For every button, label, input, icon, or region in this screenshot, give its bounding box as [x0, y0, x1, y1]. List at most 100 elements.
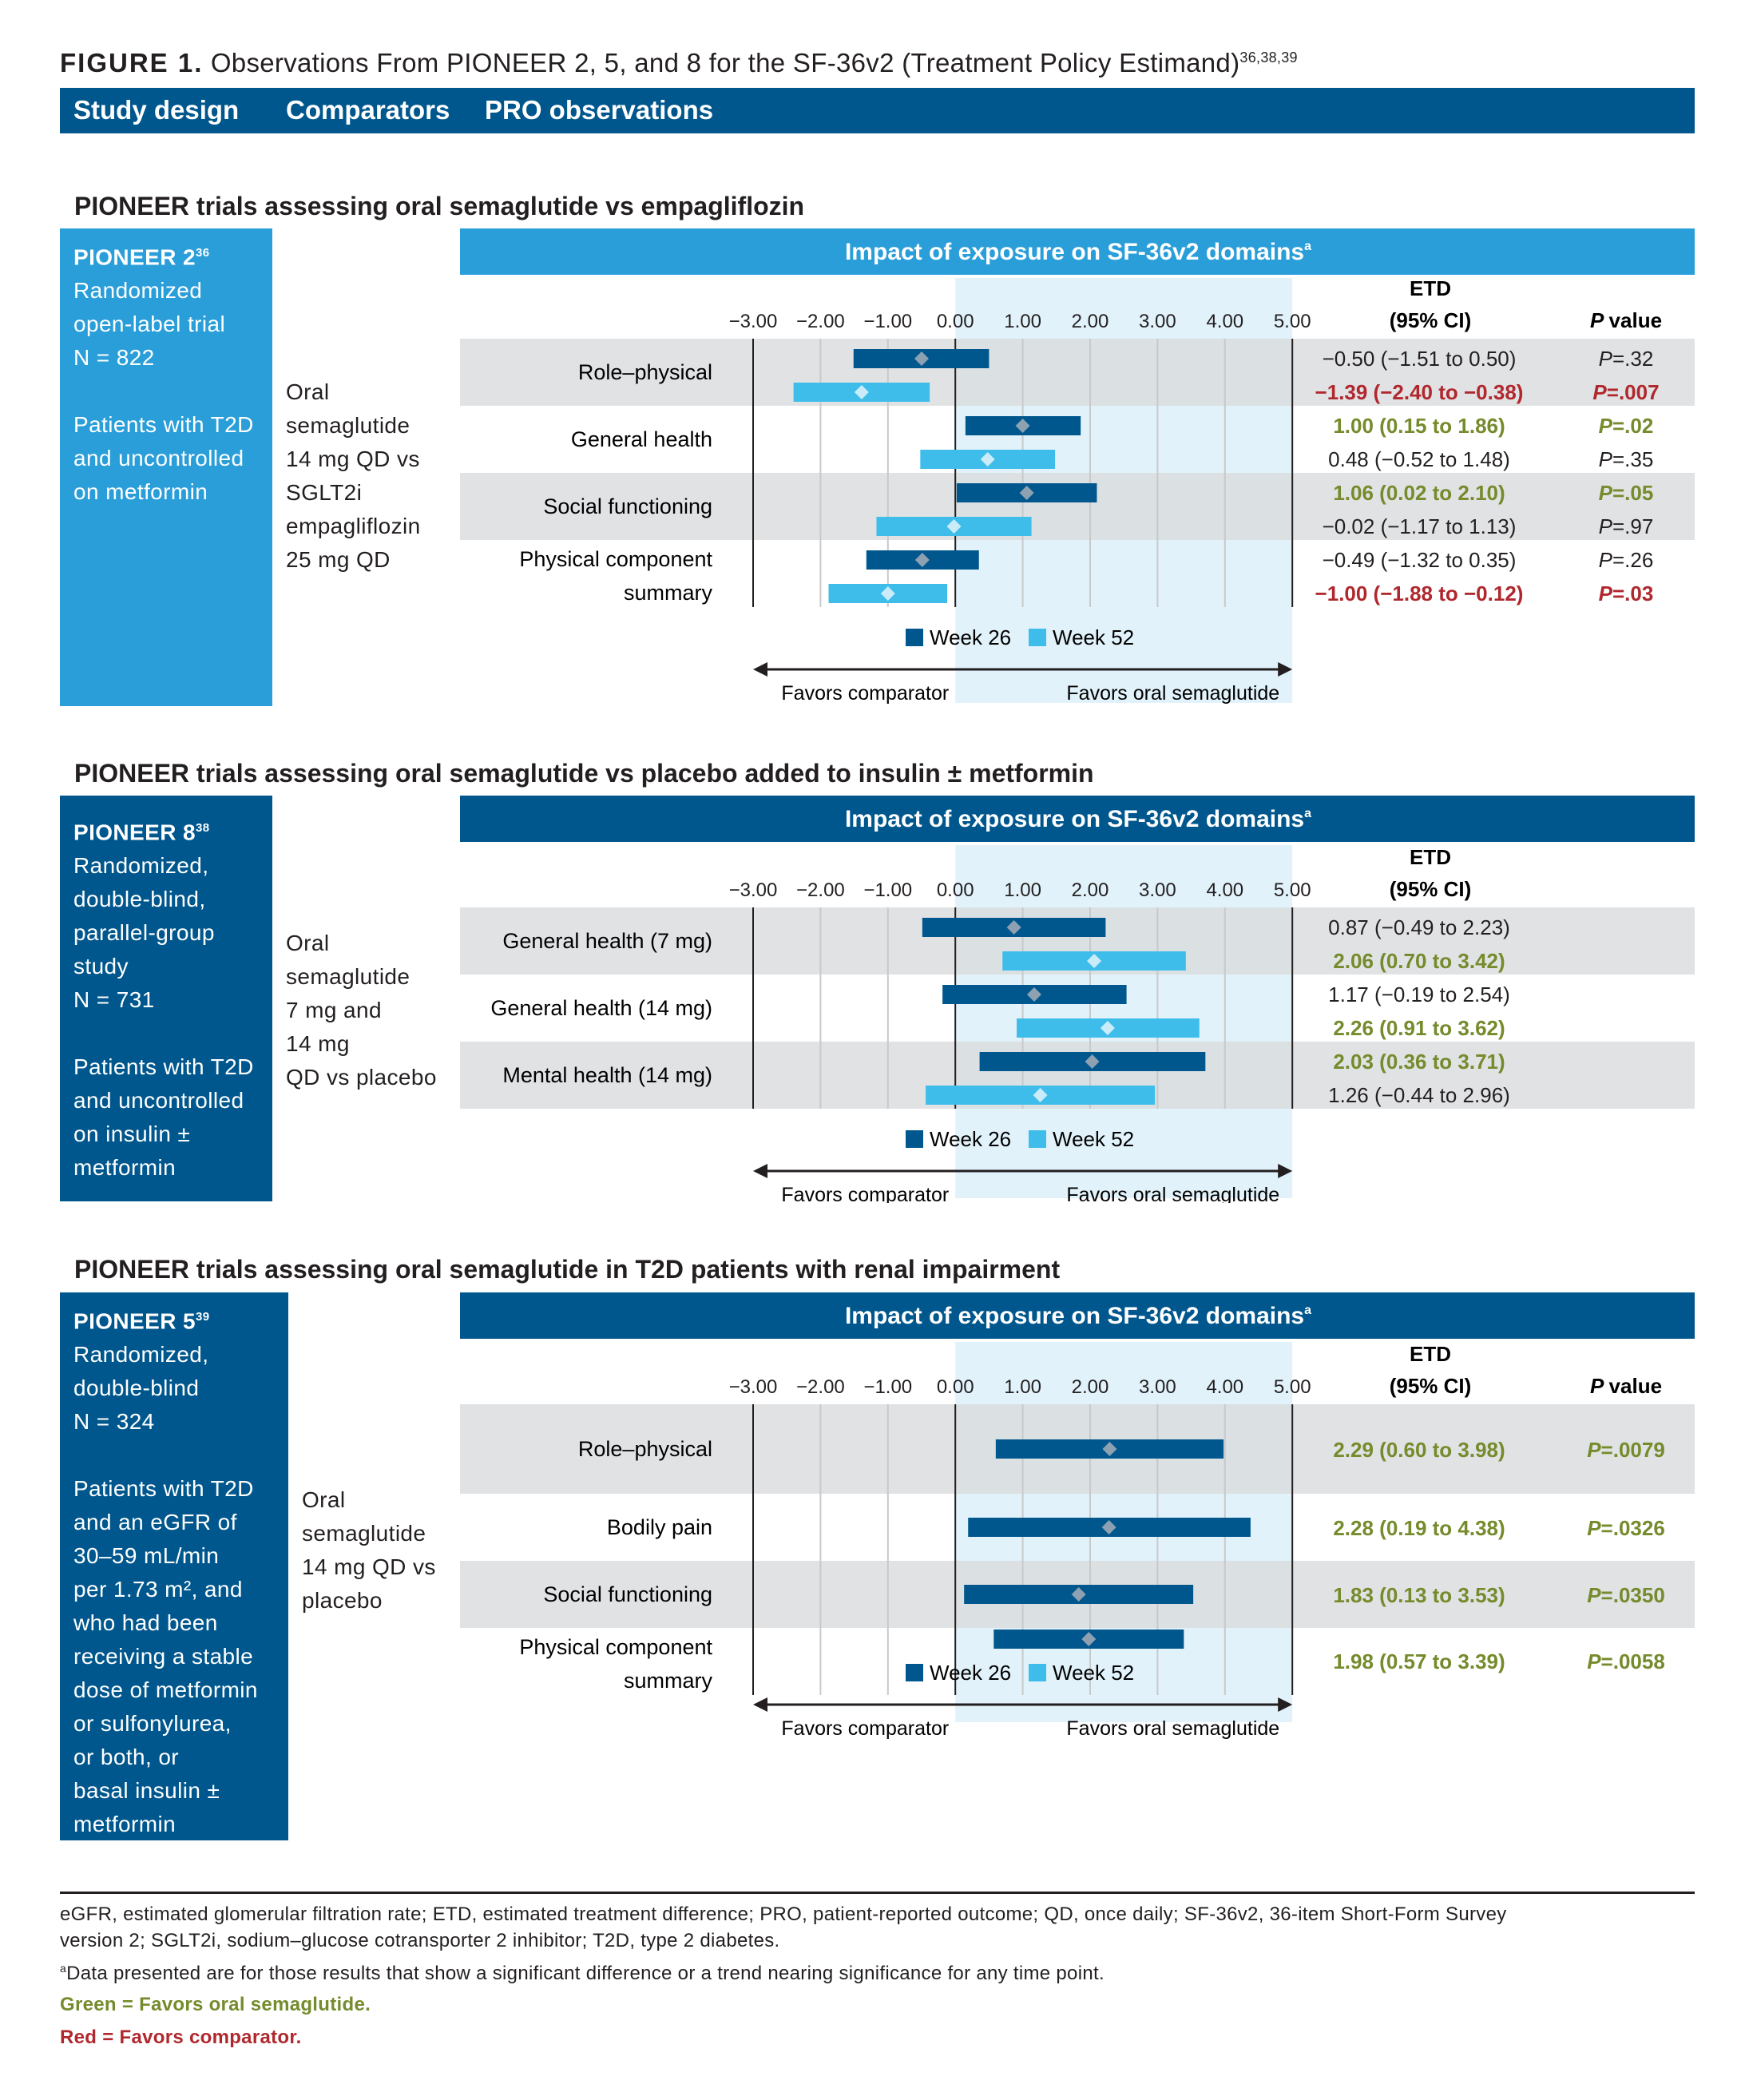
study-line: or both, or	[73, 1745, 180, 1770]
legend-swatch-week-26	[906, 629, 923, 646]
etd-value: 2.28 (0.19 to 4.38)	[1333, 1516, 1505, 1540]
study-line: Patients with T2D	[73, 1476, 254, 1502]
tick-label: 1.00	[1004, 1376, 1041, 1398]
tick-label: 2.00	[1072, 1376, 1109, 1398]
estimate-marker	[1006, 920, 1021, 935]
etd-ci-header: (95% CI)	[1390, 308, 1472, 332]
panel-title-bar	[460, 228, 1695, 275]
estimate-marker	[946, 519, 962, 534]
etd-value: −1.39 (−2.40 to −0.38)	[1315, 380, 1524, 404]
study-box-pioneer-8: PIONEER 838 Randomized, double-blind, pa…	[60, 796, 272, 1201]
study-line: on insulin ±	[73, 1121, 191, 1147]
row-band	[460, 339, 1695, 406]
comparator-text-pioneer-8: Oral semaglutide 7 mg and 14 mg QD vs pl…	[286, 931, 437, 1090]
estimate-marker	[914, 553, 930, 567]
panel-title-bar	[460, 1292, 1695, 1339]
etd-ci-header: (95% CI)	[1390, 1374, 1472, 1398]
p-value: P=.97	[1599, 514, 1654, 538]
estimate-marker	[1100, 1021, 1115, 1035]
figure-label: FIGURE 1.	[60, 48, 204, 77]
etd-value: 1.00 (0.15 to 1.86)	[1333, 414, 1505, 438]
p-value: P=.0350	[1587, 1583, 1665, 1607]
section-title-pioneer-2: PIONEER trials assessing oral semaglutid…	[74, 192, 805, 220]
study-line	[73, 1439, 288, 1472]
tick-label: 0.00	[937, 311, 974, 332]
etd-value: 1.17 (−0.19 to 2.54)	[1328, 983, 1510, 1006]
etd-value: −0.50 (−1.51 to 0.50)	[1323, 347, 1517, 371]
tick-label: −2.00	[796, 879, 845, 901]
study-line: metformin	[73, 1812, 176, 1837]
tick-label: 1.00	[1004, 879, 1041, 901]
p-value: P=.02	[1599, 414, 1654, 438]
estimate-marker	[1102, 1442, 1117, 1456]
etd-header: ETD	[1410, 1342, 1451, 1366]
favors-comparator-label: Favors comparator	[781, 682, 949, 705]
study-line: per 1.73 m², and	[73, 1577, 243, 1602]
tick-label: −1.00	[863, 879, 912, 901]
tick-label: 4.00	[1206, 1376, 1243, 1398]
row-label: Bodily pain	[607, 1515, 712, 1539]
study-line: basal insulin ±	[73, 1778, 220, 1804]
estimate-marker	[980, 452, 995, 466]
estimate-marker	[854, 385, 869, 399]
etd-header: ETD	[1410, 276, 1451, 300]
study-line	[73, 375, 272, 408]
favors-arrowhead-right	[1278, 1164, 1293, 1178]
study-name: PIONEER 236	[73, 244, 210, 270]
p-value: P=.35	[1599, 447, 1654, 471]
tick-label: 5.00	[1274, 1376, 1311, 1398]
estimate-marker	[914, 351, 929, 366]
row-label: Physical component	[519, 547, 712, 571]
tick-label: 2.00	[1072, 311, 1109, 332]
panel-title: Impact of exposure on SF-36v2 domainsa	[845, 806, 1311, 832]
tick-label: 2.00	[1072, 879, 1109, 901]
study-line: Randomized,	[73, 853, 209, 879]
study-box-pioneer-5: PIONEER 539 Randomized, double-blind N =…	[60, 1292, 288, 1840]
favors-comparator-label: Favors comparator	[781, 1717, 949, 1740]
tick-label: 0.00	[937, 879, 974, 901]
tick-label: 3.00	[1139, 879, 1176, 901]
etd-value: −0.02 (−1.17 to 1.13)	[1323, 514, 1517, 538]
header-bar: Study design Comparators PRO observation…	[60, 88, 1695, 133]
study-line: receiving a stable	[73, 1644, 254, 1669]
row-label: Physical component	[519, 1635, 712, 1659]
study-line: N = 822	[73, 345, 155, 371]
favors-comparator-label: Favors comparator	[781, 1184, 949, 1203]
etd-value: 2.29 (0.60 to 3.98)	[1333, 1438, 1505, 1462]
tick-label: −2.00	[796, 311, 845, 332]
tick-label: 4.00	[1206, 879, 1243, 901]
tick-label: −3.00	[729, 311, 778, 332]
tick-label: −2.00	[796, 1376, 845, 1398]
tick-label: 1.00	[1004, 311, 1041, 332]
study-line: or sulfonylurea,	[73, 1711, 232, 1737]
etd-value: 1.26 (−0.44 to 2.96)	[1328, 1083, 1510, 1107]
section-title-pioneer-5: PIONEER trials assessing oral semaglutid…	[74, 1255, 1061, 1284]
favors-arrowhead-left	[753, 662, 767, 677]
legend-label-week-52: Week 52	[1053, 1127, 1134, 1151]
favors-arrowhead-right	[1278, 662, 1293, 677]
header-study-design: Study design	[73, 95, 240, 125]
legend-label-week-26: Week 26	[930, 1661, 1011, 1685]
figure-title: FIGURE 1. Observations From PIONEER 2, 5…	[60, 48, 1298, 78]
tick-label: 0.00	[937, 1376, 974, 1398]
comparator-text-pioneer-5: Oral semaglutide 14 mg QD vs placebo	[302, 1487, 436, 1613]
forest-plot-pioneer-5: Impact of exposure on SF-36v2 domainsa −3…	[460, 1292, 1695, 1740]
study-box-pioneer-2: PIONEER 236 Randomized open-label trial …	[60, 228, 272, 706]
legend-label-week-26: Week 26	[930, 1127, 1011, 1151]
legend-label-week-52: Week 52	[1053, 625, 1134, 649]
forest-plot-pioneer-8: Impact of exposure on SF-36v2 domainsa −3…	[460, 796, 1695, 1203]
etd-value: 0.87 (−0.49 to 2.23)	[1328, 915, 1510, 939]
legend-swatch-week-52	[1029, 1664, 1046, 1681]
study-line: Randomized,	[73, 1342, 209, 1368]
estimate-marker	[1081, 1632, 1097, 1646]
study-line: and uncontrolled	[73, 1088, 244, 1114]
forest-plot-pioneer-2: Impact of exposure on SF-36v2 domainsa −3…	[460, 228, 1695, 705]
etd-value: −0.49 (−1.32 to 0.35)	[1323, 548, 1517, 572]
tick-label: 3.00	[1139, 311, 1176, 332]
etd-value: 0.48 (−0.52 to 1.48)	[1328, 447, 1510, 471]
legend-swatch-week-26	[906, 1130, 923, 1148]
footnote-red-legend: Red = Favors comparator.	[60, 2027, 302, 2048]
study-line: Patients with T2D	[73, 412, 254, 438]
estimate-marker	[1085, 1054, 1100, 1069]
study-line: N = 731	[73, 987, 155, 1013]
